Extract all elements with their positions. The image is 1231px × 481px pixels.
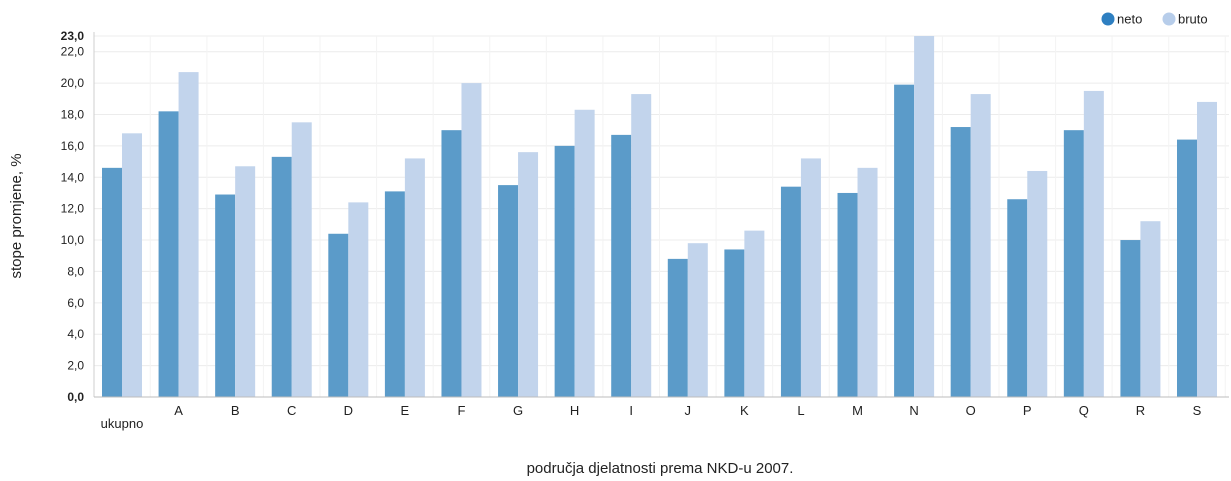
x-tick-label: S xyxy=(1193,403,1202,418)
bar-bruto-Q[interactable] xyxy=(1083,90,1104,397)
bar-neto-L[interactable] xyxy=(780,186,801,397)
bar-neto-A[interactable] xyxy=(158,111,179,398)
y-axis-title: stope promjene, % xyxy=(8,153,25,278)
x-tick-label: I xyxy=(629,403,633,418)
y-tick-label: 6,0 xyxy=(67,296,84,310)
x-tick-label: C xyxy=(287,403,296,418)
y-tick-label: 2,0 xyxy=(67,359,84,373)
y-tick-label: 22,0 xyxy=(61,45,85,59)
legend-label: neto xyxy=(1117,12,1142,27)
legend-swatch xyxy=(1162,12,1176,26)
legend: neto bruto xyxy=(1101,12,1208,27)
grid-lines xyxy=(94,35,1229,397)
axes: 0,0 2,0 4,0 6,0 8,0 10,0 12,0 14,0 16,0 18,0 20,0 2… xyxy=(61,29,1229,431)
legend-item-bruto[interactable]: bruto xyxy=(1162,12,1208,27)
bar-bruto-S[interactable] xyxy=(1197,101,1217,397)
y-tick-label: 12,0 xyxy=(61,202,85,216)
bar-neto-O[interactable] xyxy=(950,127,971,397)
bar-neto-ukupno[interactable] xyxy=(102,167,122,397)
bar-bruto-R[interactable] xyxy=(1140,221,1161,397)
bar-neto-B[interactable] xyxy=(215,194,236,397)
bar-neto-G[interactable] xyxy=(498,185,519,397)
bar-bruto-K[interactable] xyxy=(744,230,765,397)
x-tick-label: B xyxy=(231,403,240,418)
bar-neto-Q[interactable] xyxy=(1063,130,1084,397)
bar-neto-N[interactable] xyxy=(894,84,915,397)
legend-item-neto[interactable]: neto xyxy=(1101,12,1143,27)
bar-neto-J[interactable] xyxy=(667,258,688,397)
bar-neto-I[interactable] xyxy=(611,134,632,397)
bar-bruto-N[interactable] xyxy=(914,36,935,397)
x-tick-label: K xyxy=(740,403,749,418)
x-tick-label: Q xyxy=(1079,403,1089,418)
y-tick-label: 8,0 xyxy=(67,264,84,278)
bar-neto-C[interactable] xyxy=(271,156,292,397)
y-tick-label: 14,0 xyxy=(61,170,85,184)
y-tick-label: 0,0 xyxy=(67,390,84,404)
bar-bruto-M[interactable] xyxy=(857,167,878,397)
y-tick-label: 18,0 xyxy=(61,107,85,121)
legend-label: bruto xyxy=(1178,12,1208,27)
x-axis-title: područja djelatnosti prema NKD-u 2007. xyxy=(527,460,794,477)
x-tick-label: ukupno xyxy=(101,416,144,431)
x-tick-label: J xyxy=(685,403,692,418)
bar-bruto-F[interactable] xyxy=(461,83,482,397)
bar-bruto-P[interactable] xyxy=(1027,170,1048,397)
legend-swatch xyxy=(1101,12,1115,26)
bar-bruto-D[interactable] xyxy=(348,202,369,397)
bar-neto-D[interactable] xyxy=(328,233,349,397)
x-tick-label: G xyxy=(513,403,523,418)
bar-bruto-B[interactable] xyxy=(235,166,256,397)
y-tick-label: 4,0 xyxy=(67,327,84,341)
bar-bruto-O[interactable] xyxy=(970,94,991,397)
bar-neto-F[interactable] xyxy=(441,130,462,397)
bar-neto-S[interactable] xyxy=(1177,139,1197,397)
x-tick-label: R xyxy=(1136,403,1145,418)
bar-neto-H[interactable] xyxy=(554,145,575,397)
x-tick-label: P xyxy=(1023,403,1032,418)
bar-bruto-G[interactable] xyxy=(518,152,539,397)
bar-bruto-I[interactable] xyxy=(631,94,652,397)
y-tick-label: 23,0 xyxy=(61,29,85,43)
bar-bruto-E[interactable] xyxy=(404,158,425,397)
y-tick-label: 20,0 xyxy=(61,76,85,90)
bar-bruto-H[interactable] xyxy=(574,109,595,397)
y-tick-label: 10,0 xyxy=(61,233,85,247)
x-tick-label: O xyxy=(966,403,976,418)
x-tick-label: M xyxy=(852,403,863,418)
x-tick-label: F xyxy=(457,403,465,418)
bar-bruto-L[interactable] xyxy=(800,158,821,397)
x-tick-label: N xyxy=(909,403,918,418)
bar-bruto-J[interactable] xyxy=(687,243,708,397)
bar-neto-P[interactable] xyxy=(1007,199,1028,397)
bar-neto-M[interactable] xyxy=(837,192,858,397)
bar-neto-E[interactable] xyxy=(384,191,405,397)
bar-bruto-A[interactable] xyxy=(178,72,199,397)
x-tick-label: L xyxy=(797,403,804,418)
x-tick-label: A xyxy=(174,403,183,418)
y-tick-label: 16,0 xyxy=(61,139,85,153)
x-tick-label: H xyxy=(570,403,579,418)
bar-neto-R[interactable] xyxy=(1120,240,1141,397)
bar-bruto-ukupno[interactable] xyxy=(122,133,142,397)
bars xyxy=(102,36,1217,398)
bar-neto-K[interactable] xyxy=(724,249,745,397)
bar-bruto-C[interactable] xyxy=(291,122,312,398)
x-tick-label: D xyxy=(344,403,353,418)
x-tick-label: E xyxy=(401,403,410,418)
